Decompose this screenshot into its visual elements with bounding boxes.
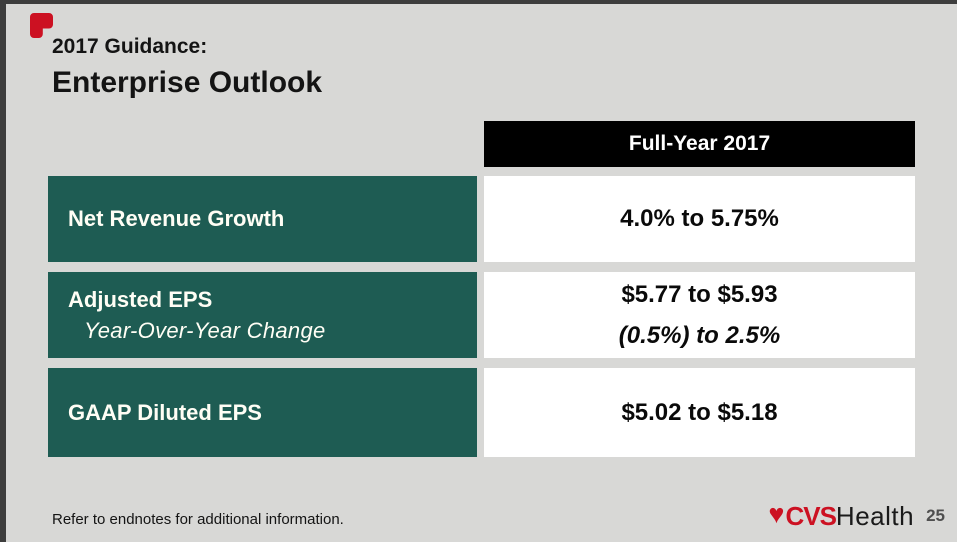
row-label-text: Net Revenue Growth [68,206,285,232]
row-value-text: 4.0% to 5.75% [620,205,779,233]
brand-health-text: Health [835,500,915,531]
heart-icon: ♥ [768,499,785,529]
brand-cvs-text: CVS [785,500,836,531]
table-row-value-adjusted-eps: $5.77 to $5.93 (0.5%) to 2.5% [484,272,915,358]
row-value-text: $5.02 to $5.18 [621,398,778,426]
cvs-health-logo: ♥ CVS Health 25 [768,499,945,531]
table-row-label-adjusted-eps: Adjusted EPS Year-Over-Year Change [48,272,477,358]
row-value-text: $5.77 to $5.93 [621,280,778,308]
table-row-label-gaap-diluted-eps: GAAP Diluted EPS [48,368,477,457]
red-corner-mark-icon [30,13,53,38]
row-label-subtext: Year-Over-Year Change [84,318,326,343]
page-title: Enterprise Outlook [52,66,323,99]
footnote: Refer to endnotes for additional informa… [52,511,344,528]
column-header-label: Full-Year 2017 [628,132,771,155]
row-label-text: GAAP Diluted EPS [68,399,262,425]
table-row-label-net-revenue-growth: Net Revenue Growth [48,176,477,262]
slide-kicker: 2017 Guidance: [52,35,208,58]
table-row-value-gaap-diluted-eps: $5.02 to $5.18 [484,368,915,457]
table-column-header: Full-Year 2017 [484,121,915,167]
page-number: 25 [926,506,945,525]
row-value-subtext: (0.5%) to 2.5% [618,322,781,349]
row-label-text: Adjusted EPS [68,286,213,312]
table-row-value-net-revenue-growth: 4.0% to 5.75% [484,176,915,262]
